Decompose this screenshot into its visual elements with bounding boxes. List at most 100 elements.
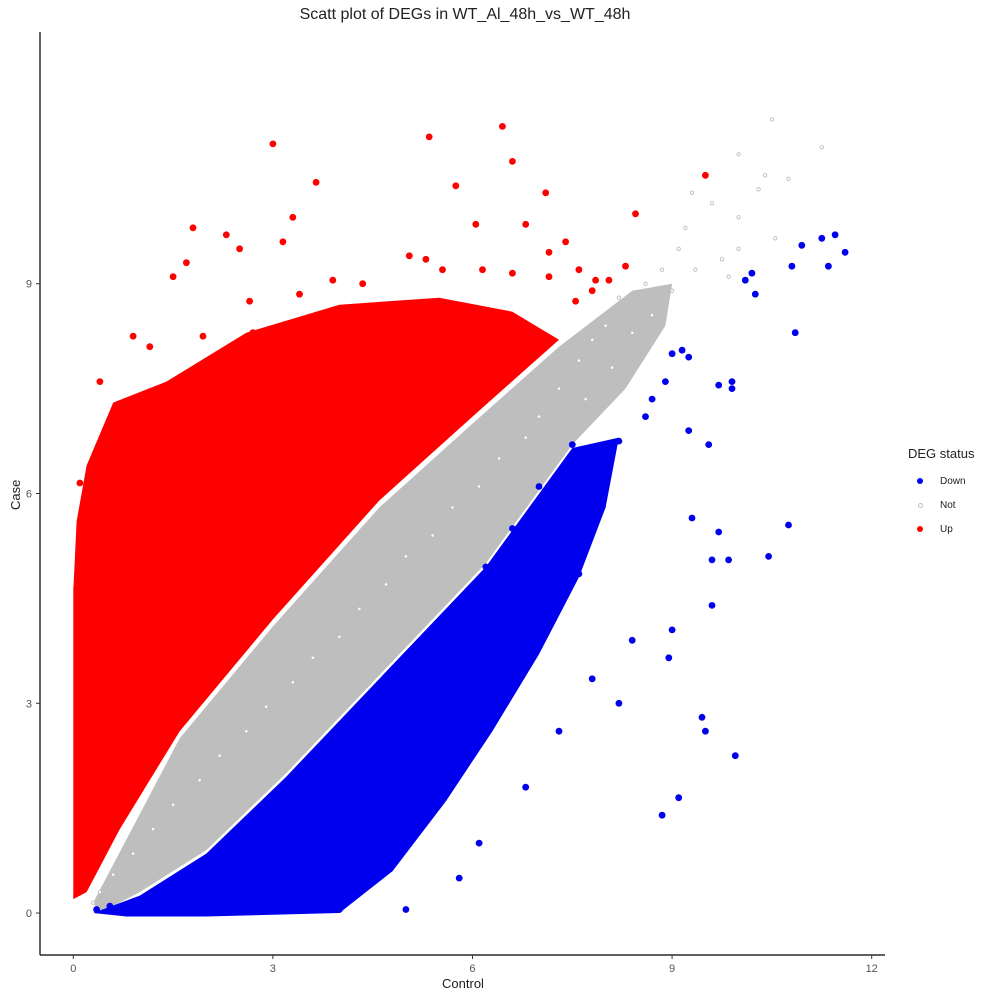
point-down <box>568 441 576 448</box>
point-up <box>588 287 596 295</box>
point-up <box>269 560 277 567</box>
point-up <box>545 248 553 256</box>
point-down <box>422 776 430 784</box>
point-not <box>130 851 136 856</box>
point-up <box>106 532 114 539</box>
point-not <box>430 533 435 538</box>
point-up <box>269 140 277 148</box>
point-down <box>675 794 683 802</box>
point-up <box>183 259 190 267</box>
point-up <box>422 255 430 263</box>
point-not <box>590 337 595 342</box>
legend-item-up: Up <box>908 517 996 541</box>
point-down <box>705 441 713 448</box>
point-down <box>788 262 796 270</box>
point-not <box>643 281 648 286</box>
point-not <box>773 236 778 241</box>
point-up <box>199 332 207 340</box>
point-not <box>476 484 482 489</box>
point-up <box>289 213 297 221</box>
point-down <box>382 853 390 861</box>
point-not <box>719 257 725 262</box>
point-not <box>91 900 96 905</box>
point-down <box>296 822 303 829</box>
point-not <box>676 246 681 251</box>
point-up <box>409 343 416 351</box>
point-up <box>562 238 569 246</box>
point-down <box>831 231 839 239</box>
data-points <box>73 117 849 913</box>
point-up <box>229 357 237 364</box>
point-down <box>798 241 806 249</box>
point-up <box>176 581 184 588</box>
point-down <box>502 602 510 609</box>
legend: DEG status Down Not Up <box>908 446 996 541</box>
x-axis-label: Control <box>442 976 484 991</box>
point-up <box>702 171 709 179</box>
point-up <box>622 262 629 270</box>
point-up <box>575 266 583 274</box>
point-up <box>202 486 210 494</box>
point-up <box>309 539 317 546</box>
x-tick-label: 3 <box>270 963 276 975</box>
point-not <box>556 386 562 391</box>
point-not <box>736 152 741 157</box>
legend-key <box>908 469 932 493</box>
chart-title: Scatt plot of DEGs in WT_Al_48h_vs_WT_48… <box>299 6 631 23</box>
y-tick-label: 6 <box>26 489 32 501</box>
point-up <box>189 427 197 434</box>
point-down <box>741 276 749 284</box>
point-down <box>628 636 636 644</box>
point-not <box>756 187 761 192</box>
point-up <box>113 406 120 413</box>
point-not <box>197 778 202 783</box>
point-down <box>469 692 476 700</box>
point-up <box>509 269 516 277</box>
legend-items: Down Not Up <box>908 469 996 541</box>
point-down <box>615 699 623 707</box>
point-down <box>482 563 490 571</box>
point-up <box>359 280 367 288</box>
point-down <box>455 874 463 882</box>
point-down <box>455 602 463 609</box>
point-up <box>79 678 87 686</box>
point-not <box>111 872 116 877</box>
legend-swatch <box>917 502 923 508</box>
point-up <box>163 472 170 480</box>
point-up <box>296 448 303 455</box>
point-up <box>519 332 526 340</box>
point-not <box>616 295 622 300</box>
point-not <box>310 655 315 660</box>
point-up <box>76 479 84 487</box>
point-up <box>319 465 327 473</box>
point-not <box>786 176 791 181</box>
point-up <box>502 311 510 319</box>
point-down <box>708 602 716 609</box>
density-clouds <box>73 283 673 917</box>
point-not <box>450 505 455 510</box>
point-not <box>649 313 655 318</box>
point-not <box>693 267 698 272</box>
point-up <box>163 392 170 399</box>
point-down <box>575 570 583 578</box>
point-down <box>93 906 100 913</box>
point-up <box>86 706 94 714</box>
point-up <box>442 402 450 410</box>
point-up <box>439 311 446 319</box>
point-down <box>702 727 709 735</box>
point-down <box>685 353 693 361</box>
point-down <box>648 395 656 403</box>
series-up <box>73 123 709 746</box>
density-band-not <box>93 283 673 913</box>
point-up <box>382 469 390 476</box>
point-not <box>736 215 741 220</box>
point-up <box>106 678 114 686</box>
y-tick-label: 9 <box>26 279 32 291</box>
point-up <box>129 500 137 508</box>
legend-item-not: Not <box>908 493 996 517</box>
point-down <box>395 811 403 819</box>
point-up <box>572 297 579 305</box>
point-down <box>375 717 383 725</box>
axes: 0 3 6 9 12 0 3 6 9 <box>26 32 885 975</box>
point-up <box>402 301 410 309</box>
